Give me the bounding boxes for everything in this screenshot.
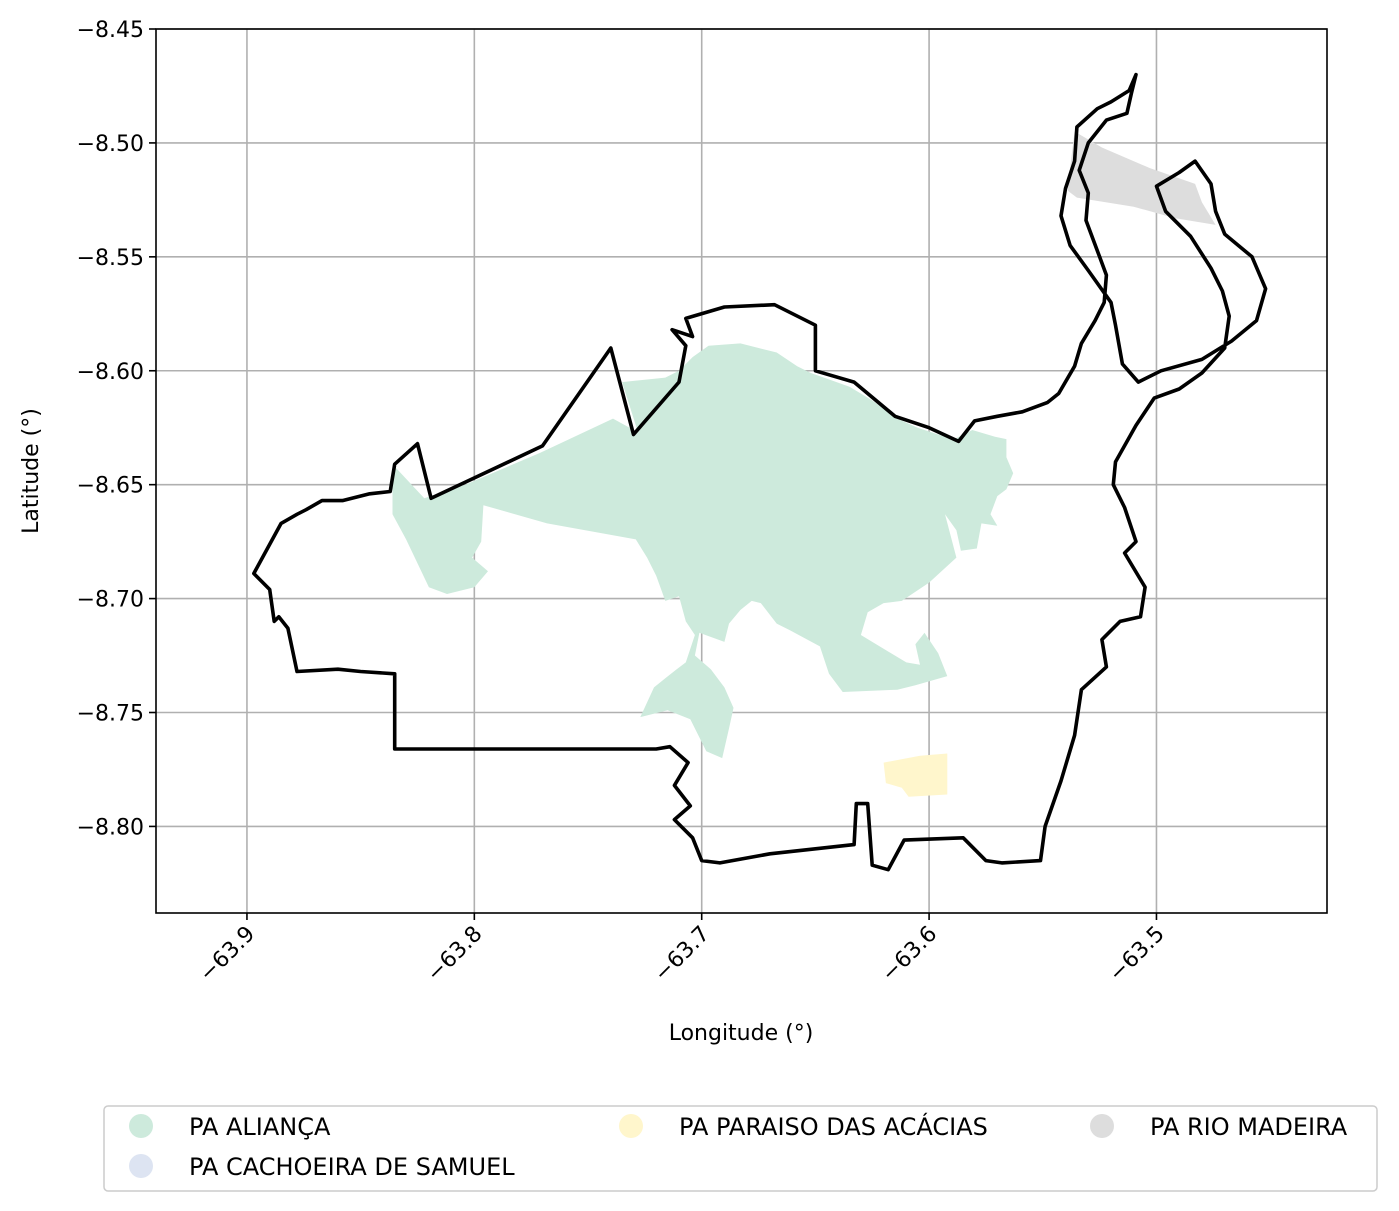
x-tick-label-1: −63.8 [422, 922, 487, 987]
y-tick-label-6: −8.75 [77, 702, 144, 727]
y-tick-label-4: −8.65 [77, 474, 144, 499]
x-tick-label-4: −63.5 [1104, 922, 1169, 987]
y-tick-label-1: −8.50 [77, 132, 144, 157]
x-tick-label-3: −63.6 [877, 922, 942, 987]
y-tick-label-3: −8.60 [77, 360, 144, 385]
plot-frame [155, 28, 1328, 914]
legend-frame [103, 1105, 1378, 1192]
y-tick-label-0: −8.45 [77, 18, 144, 43]
boundary-ring-0 [252, 72, 1268, 872]
legend-label-cachoeira: PA CACHOEIRA DE SAMUEL [189, 1153, 515, 1181]
region-0 [392, 343, 1014, 759]
legend: PA ALIANÇA PA CACHOEIRA DE SAMUEL PA PAR… [103, 1105, 1378, 1192]
region-1 [883, 753, 948, 797]
legend-label-rio-madeira: PA RIO MADEIRA [1150, 1113, 1348, 1141]
y-tick-label-2: −8.55 [77, 246, 144, 271]
legend-label-paraiso: PA PARAISO DAS ACÁCIAS [679, 1112, 988, 1141]
y-axis-title: Latitude (°) [19, 408, 44, 534]
legend-marker-rio-madeira [1090, 1114, 1114, 1138]
x-tick-label-0: −63.9 [195, 922, 260, 987]
region-2 [1067, 131, 1216, 225]
x-axis-title: Longitude (°) [669, 1021, 814, 1046]
legend-marker-alianca [129, 1114, 153, 1138]
region-fills [392, 131, 1216, 797]
legend-label-alianca: PA ALIANÇA [189, 1113, 331, 1141]
boundary-outline [252, 72, 1268, 872]
y-tick-label-5: −8.70 [77, 588, 144, 613]
y-tick-label-7: −8.80 [77, 815, 144, 840]
legend-marker-paraiso [619, 1114, 643, 1138]
legend-marker-cachoeira [129, 1154, 153, 1178]
x-tick-label-2: −63.7 [650, 922, 715, 987]
